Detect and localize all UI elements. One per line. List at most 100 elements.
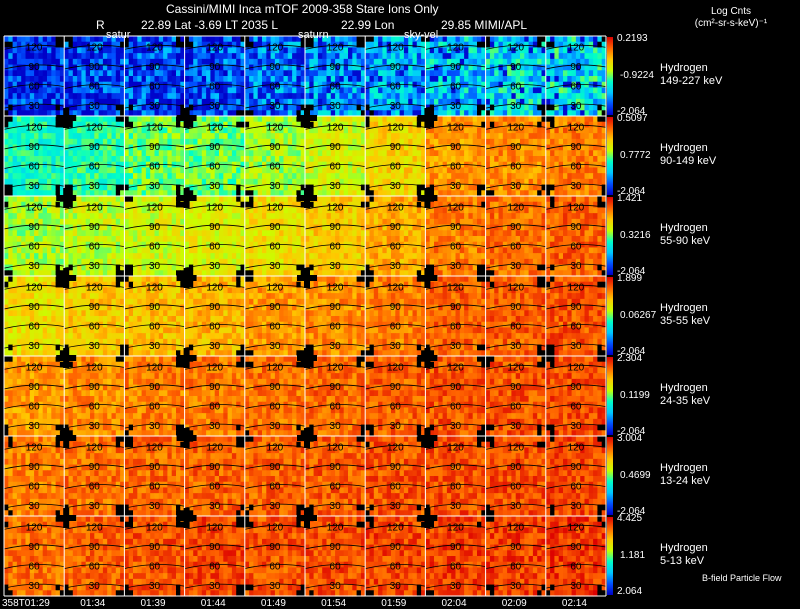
contour-label-60: 60 [330, 562, 342, 573]
contour-label-90: 90 [149, 142, 161, 153]
planet-cross-marker [63, 348, 70, 368]
contour-label-90: 90 [269, 142, 281, 153]
contour-label-60: 60 [149, 162, 161, 173]
contour-90-row-5 [3, 384, 607, 390]
colorbar-1 [607, 37, 613, 115]
contour-label-90: 90 [149, 302, 161, 313]
contour-label-60: 60 [450, 482, 462, 493]
contour-label-90: 90 [510, 382, 522, 393]
contour-90-row-4 [3, 304, 607, 310]
contour-label-30: 30 [510, 261, 522, 272]
contour-label-30: 30 [390, 421, 402, 432]
contour-label-90: 90 [570, 142, 582, 153]
planet-cross-marker [304, 428, 310, 448]
contour-label-120: 120 [507, 202, 524, 213]
contour-label-30: 30 [149, 101, 161, 112]
contour-90-row-2 [3, 144, 607, 150]
contour-label-60: 60 [209, 162, 221, 173]
contour-label-30: 30 [29, 181, 41, 192]
contour-30-row-3 [3, 263, 607, 269]
channel-energy-label: 5-13 keV [660, 555, 705, 567]
contour-label-90: 90 [450, 302, 462, 313]
contour-label-60: 60 [269, 242, 281, 253]
contour-label-120: 120 [387, 442, 404, 453]
contour-label-30: 30 [269, 421, 281, 432]
colorbar-units-line2: (cm²-sr-s-keV)⁻¹ [694, 18, 768, 29]
contour-120-row-3 [3, 204, 607, 210]
contour-label-120: 120 [146, 282, 163, 293]
contour-label-60: 60 [269, 402, 281, 413]
contour-label-120: 120 [507, 42, 524, 53]
contour-label-30: 30 [390, 581, 402, 592]
contour-label-60: 60 [269, 562, 281, 573]
contour-30-row-2 [3, 183, 607, 189]
image-cell-6-8 [425, 436, 487, 517]
contour-label-120: 120 [568, 42, 585, 53]
contour-label-60: 60 [570, 162, 582, 173]
contour-label-60: 60 [450, 242, 462, 253]
image-cell-1-4 [184, 36, 246, 117]
contour-label-30: 30 [390, 261, 402, 272]
contour-label-90: 90 [269, 542, 281, 553]
contour-label-120: 120 [568, 362, 585, 373]
contour-label-120: 120 [267, 122, 284, 133]
contour-label-30: 30 [510, 581, 522, 592]
colorbar-max-value: 2.304 [617, 353, 643, 364]
contour-label-60: 60 [390, 562, 402, 573]
contour-label-120: 120 [507, 442, 524, 453]
contour-60-row-3 [3, 244, 607, 249]
contour-label-90: 90 [29, 302, 41, 313]
channel-species-label: Hydrogen [660, 382, 708, 394]
contour-90-row-3 [3, 224, 607, 230]
contour-label-120: 120 [447, 522, 464, 533]
position-readout: 22.89 Lat -3.69 LT 2035 L [141, 18, 278, 32]
channel-energy-label: 35-55 keV [660, 315, 711, 327]
planet-cross-marker [183, 188, 190, 208]
contour-label-120: 120 [267, 442, 284, 453]
contour-label-120: 120 [26, 282, 43, 293]
contour-label-60: 60 [390, 82, 402, 93]
planet-cross-marker [424, 428, 431, 448]
contour-label-60: 60 [149, 402, 161, 413]
contour-label-120: 120 [447, 282, 464, 293]
contour-label-90: 90 [390, 302, 402, 313]
contour-label-90: 90 [209, 302, 221, 313]
image-cell-1-8 [425, 36, 487, 117]
contour-label-120: 120 [267, 202, 284, 213]
image-cell-5-8 [425, 356, 487, 437]
channel-species-label: Hydrogen [660, 62, 708, 74]
contour-label-90: 90 [390, 462, 402, 473]
contour-label-90: 90 [149, 62, 161, 73]
contour-label-30: 30 [330, 421, 342, 432]
contour-label-60: 60 [149, 322, 161, 333]
contour-label-60: 60 [89, 482, 101, 493]
colorbar-min-value: -2.064 [617, 346, 646, 357]
contour-label-90: 90 [29, 462, 41, 473]
contour-label-120: 120 [26, 362, 43, 373]
contour-label-60: 60 [29, 402, 41, 413]
contour-label-30: 30 [29, 581, 41, 592]
contour-label-90: 90 [570, 222, 582, 233]
contour-label-60: 60 [390, 162, 402, 173]
contour-label-60: 60 [570, 242, 582, 253]
saturn-marker-label-1: satur [106, 29, 131, 41]
image-cell-3-5 [244, 196, 306, 277]
contour-label-120: 120 [146, 522, 163, 533]
contour-label-120: 120 [86, 282, 103, 293]
contour-label-90: 90 [149, 542, 161, 553]
planet-cross-marker [424, 508, 431, 528]
image-cell-5-5 [244, 356, 306, 437]
contour-label-30: 30 [269, 341, 281, 352]
contour-label-90: 90 [330, 462, 342, 473]
contour-label-120: 120 [206, 42, 223, 53]
contour-label-120: 120 [447, 42, 464, 53]
saturn-marker-label-2: saturn [298, 29, 329, 41]
colorbar-min-value: 2.064 [617, 586, 643, 597]
contour-label-30: 30 [209, 101, 221, 112]
contour-label-120: 120 [146, 442, 163, 453]
contour-label-60: 60 [149, 482, 161, 493]
planet-cross-marker [304, 268, 310, 288]
flow-direction-label: B-field Particle Flow [702, 573, 782, 583]
time-tick-label: 02:14 [561, 598, 587, 609]
